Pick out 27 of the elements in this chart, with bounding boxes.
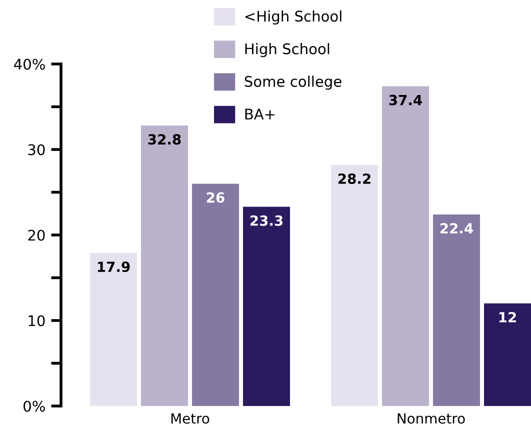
- bar: [484, 303, 531, 406]
- data-label: 12: [499, 312, 516, 322]
- data-label: 32.8: [148, 134, 181, 145]
- bar: [141, 126, 188, 406]
- legend-label: High School: [245, 43, 330, 58]
- bar: [243, 206, 290, 406]
- x-tick-label: Nonmetro: [398, 413, 465, 424]
- legend-label: <High School: [245, 10, 342, 25]
- data-label: 23.3: [250, 215, 283, 226]
- y-tick-label: 10: [28, 315, 45, 326]
- y-tick-label: 30: [28, 144, 45, 156]
- y-tick-label: 0%: [24, 400, 45, 412]
- bar: [90, 252, 137, 406]
- y-tick-label: 20: [28, 230, 45, 241]
- bar: [433, 214, 480, 406]
- y-tick-label: 40%: [14, 58, 45, 70]
- x-tick-label: Metro: [171, 413, 210, 424]
- data-label: 17.9: [98, 262, 130, 272]
- bar: [331, 164, 378, 406]
- data-label: 37.4: [389, 94, 422, 106]
- legend-label: BA+: [245, 108, 275, 120]
- data-label: 28.2: [338, 173, 370, 184]
- bar: [192, 184, 239, 406]
- legend-label: Some college: [244, 76, 342, 90]
- bar: [382, 86, 429, 406]
- data-label: 26: [206, 192, 224, 203]
- data-label: 22.4: [440, 223, 473, 234]
